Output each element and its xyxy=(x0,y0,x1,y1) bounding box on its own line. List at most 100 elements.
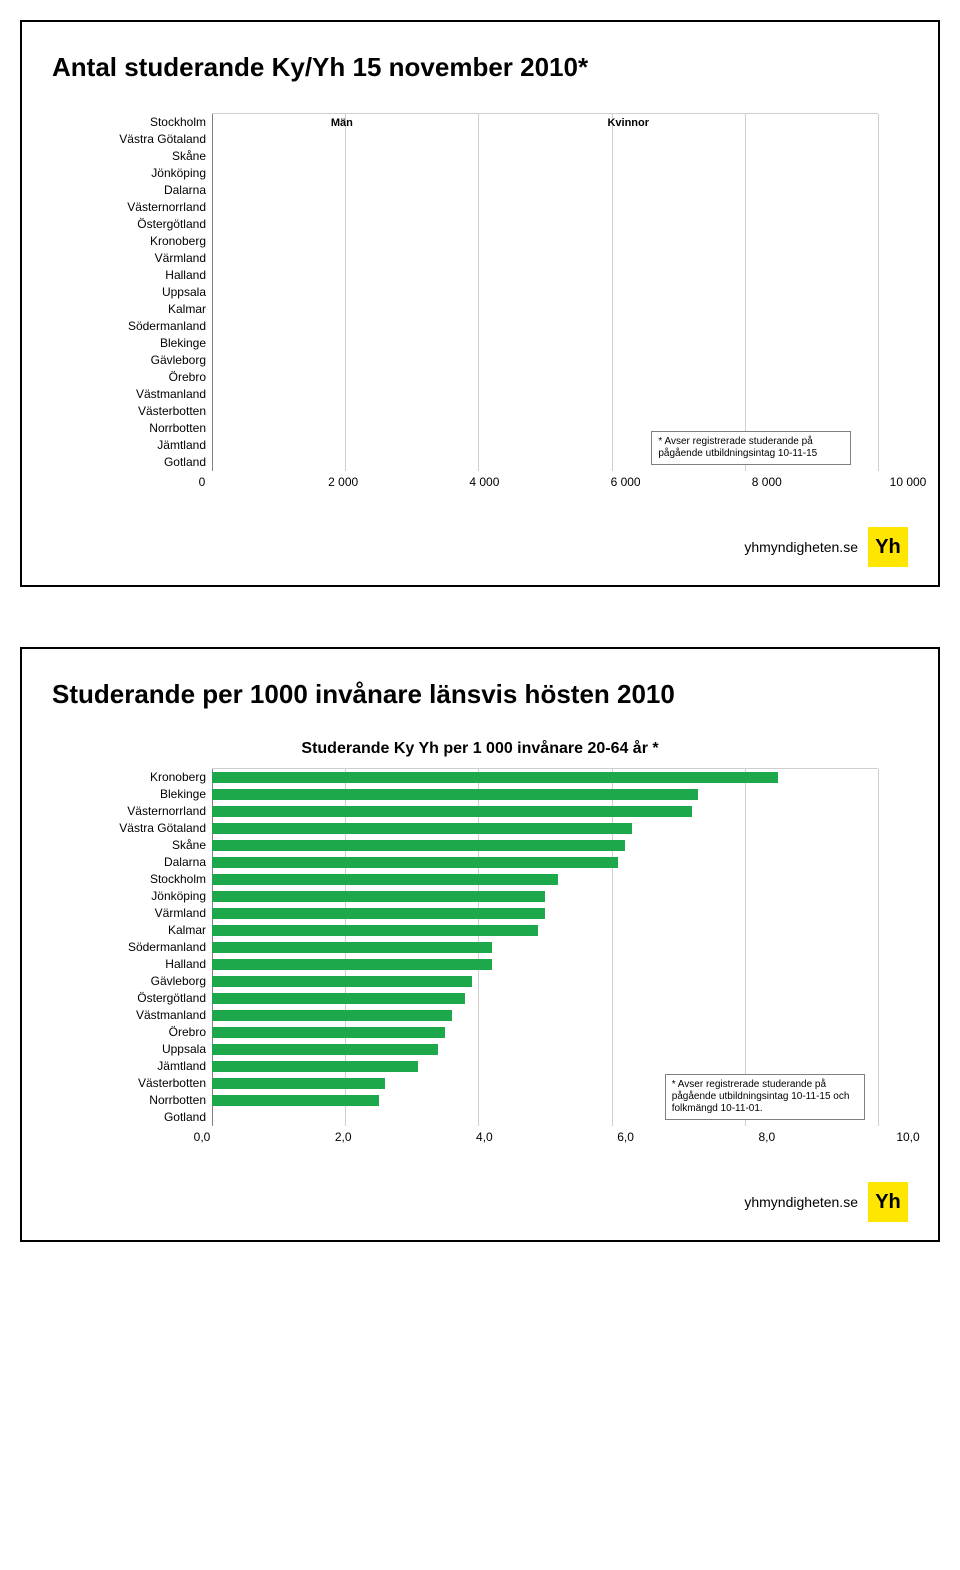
ylabel: Värmland xyxy=(62,249,206,266)
xtick-label: 0 xyxy=(199,475,206,489)
chart-1-ylabels: StockholmVästra GötalandSkåneJönköpingDa… xyxy=(62,113,212,471)
plot-row xyxy=(212,990,878,1007)
ylabel: Uppsala xyxy=(62,283,206,300)
xtick-label: 8 000 xyxy=(752,475,782,489)
chart-1-plot: Män Kvinnor * Avser registrerade studera… xyxy=(212,113,878,471)
bar xyxy=(212,942,492,953)
ylabel: Västernorrland xyxy=(62,198,206,215)
legend-men-label: Män xyxy=(331,117,353,129)
plot-row xyxy=(212,973,878,990)
ylabel: Västernorrland xyxy=(62,802,206,819)
bar xyxy=(212,976,472,987)
bar xyxy=(212,806,692,817)
bar xyxy=(212,823,632,834)
ylabel: Örebro xyxy=(62,1023,206,1040)
plot-row xyxy=(212,182,878,199)
chart-2-xaxis: 0,02,04,06,08,010,0 xyxy=(202,1130,908,1148)
ylabel: Kronoberg xyxy=(62,232,206,249)
plot-row xyxy=(212,769,878,786)
slide-1-footer: yhmyndigheten.se Yh xyxy=(52,527,908,567)
chart-2: Studerande Ky Yh per 1 000 invånare 20-6… xyxy=(52,730,908,1158)
ylabel: Västra Götaland xyxy=(62,819,206,836)
plot-row xyxy=(212,148,878,165)
plot-row xyxy=(212,803,878,820)
bar xyxy=(212,1061,418,1072)
chart-2-plot: * Avser registrerade studerande på pågåe… xyxy=(212,768,878,1126)
gridline xyxy=(878,114,879,471)
footer-text: yhmyndigheten.se xyxy=(744,1194,858,1210)
plot-row xyxy=(212,165,878,182)
bar xyxy=(212,840,625,851)
ylabel: Jämtland xyxy=(62,1057,206,1074)
plot-row xyxy=(212,956,878,973)
plot-row xyxy=(212,386,878,403)
yh-logo: Yh xyxy=(868,1182,908,1222)
xtick-label: 10 000 xyxy=(890,475,927,489)
plot-row xyxy=(212,318,878,335)
plot-row xyxy=(212,335,878,352)
plot-row xyxy=(212,837,878,854)
bar xyxy=(212,959,492,970)
ylabel: Uppsala xyxy=(62,1040,206,1057)
plot-row xyxy=(212,871,878,888)
plot-row xyxy=(212,888,878,905)
chart-2-ylabels: KronobergBlekingeVästernorrlandVästra Gö… xyxy=(62,768,212,1126)
xtick-label: 6 000 xyxy=(611,475,641,489)
xtick-label: 2,0 xyxy=(335,1130,352,1144)
plot-row xyxy=(212,233,878,250)
xtick-label: 4 000 xyxy=(469,475,499,489)
plot-row xyxy=(212,301,878,318)
plot-row xyxy=(212,1058,878,1075)
bar xyxy=(212,874,558,885)
ylabel: Västra Götaland xyxy=(62,130,206,147)
plot-row xyxy=(212,403,878,420)
ylabel: Södermanland xyxy=(62,317,206,334)
plot-row xyxy=(212,922,878,939)
ylabel: Kronoberg xyxy=(62,768,206,785)
plot-row xyxy=(212,250,878,267)
ylabel: Skåne xyxy=(62,147,206,164)
chart-2-title: Studerande Ky Yh per 1 000 invånare 20-6… xyxy=(52,740,908,758)
chart-1-body: StockholmVästra GötalandSkåneJönköpingDa… xyxy=(52,113,908,471)
ylabel: Stockholm xyxy=(62,113,206,130)
ylabel: Dalarna xyxy=(62,853,206,870)
ylabel: Gotland xyxy=(62,453,206,470)
ylabel: Jämtland xyxy=(62,436,206,453)
ylabel: Halland xyxy=(62,266,206,283)
ylabel: Östergötland xyxy=(62,989,206,1006)
ylabel: Örebro xyxy=(62,368,206,385)
ylabel: Västmanland xyxy=(62,385,206,402)
xtick-label: 8,0 xyxy=(758,1130,775,1144)
ylabel: Blekinge xyxy=(62,334,206,351)
plot-row xyxy=(212,1007,878,1024)
plot-row xyxy=(212,1041,878,1058)
bar xyxy=(212,993,465,1004)
xtick-label: 10,0 xyxy=(896,1130,919,1144)
plot-row xyxy=(212,199,878,216)
chart-2-rows xyxy=(212,769,878,1126)
chart-1-xaxis-row: 02 0004 0006 0008 00010 000 xyxy=(52,471,908,493)
plot-row xyxy=(212,216,878,233)
chart-2-xaxis-row: 0,02,04,06,08,010,0 xyxy=(52,1126,908,1148)
ylabel: Gävleborg xyxy=(62,351,206,368)
plot-row xyxy=(212,267,878,284)
slide-1: Antal studerande Ky/Yh 15 november 2010*… xyxy=(20,20,940,587)
bar xyxy=(212,891,545,902)
ylabel: Jönköping xyxy=(62,164,206,181)
plot-row xyxy=(212,786,878,803)
bar xyxy=(212,1044,438,1055)
ylabel: Södermanland xyxy=(62,938,206,955)
ylabel: Gotland xyxy=(62,1108,206,1125)
ylabel: Norrbotten xyxy=(62,419,206,436)
footer-text: yhmyndigheten.se xyxy=(744,539,858,555)
yh-logo: Yh xyxy=(868,527,908,567)
bar xyxy=(212,789,698,800)
plot-row xyxy=(212,1024,878,1041)
xtick-label: 6,0 xyxy=(617,1130,634,1144)
ylabel: Västerbotten xyxy=(62,402,206,419)
ylabel: Kalmar xyxy=(62,300,206,317)
ylabel: Halland xyxy=(62,955,206,972)
bar xyxy=(212,772,778,783)
bar xyxy=(212,1027,445,1038)
plot-row xyxy=(212,854,878,871)
